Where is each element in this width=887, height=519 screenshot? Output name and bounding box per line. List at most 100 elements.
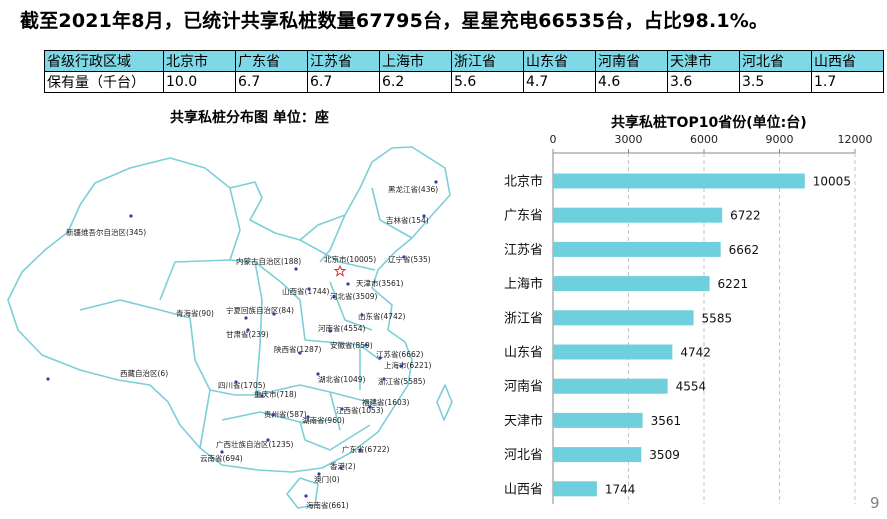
chart-bar xyxy=(553,378,668,394)
map-region-dot xyxy=(266,438,270,442)
chart-bar xyxy=(553,447,642,463)
table-header-cell: 北京市 xyxy=(163,50,236,72)
chart-bar xyxy=(553,310,694,326)
map-region-label: 内蒙古自治区(188) xyxy=(236,256,301,266)
map-title: 共享私桩分布图 单位：座 xyxy=(170,110,329,126)
chart-category-label: 河北省 xyxy=(504,448,543,463)
map-region-dot xyxy=(260,394,264,398)
table-header-cell: 上海市 xyxy=(379,50,452,72)
table-value-cell: 4.7 xyxy=(523,71,596,93)
capital-star-icon xyxy=(333,264,347,277)
map-region-label: 四川省(1705) xyxy=(218,380,266,390)
map-region-label: 青海省(90) xyxy=(176,308,214,318)
map-region-dot xyxy=(304,494,308,498)
map-region-label: 江苏省(6662) xyxy=(376,349,424,359)
chart-bar xyxy=(553,412,643,428)
map-region-dot xyxy=(434,180,438,184)
chart-tick-label: 6000 xyxy=(690,133,718,146)
table-value-cell: 10.0 xyxy=(163,71,236,93)
map-region-dot xyxy=(422,214,426,218)
chart-bar xyxy=(553,207,723,223)
map-region-label: 山东省(4742) xyxy=(358,311,406,321)
bar-chart: 0 3000 6000 9000 12000 北京市广东省江苏省上海市浙江省山东省河南省… xyxy=(504,133,873,504)
map-region-dot xyxy=(382,377,386,381)
map-region-dot xyxy=(378,356,382,360)
map-region-label: 吉林省(154) xyxy=(386,215,429,225)
table-header-cell: 山东省 xyxy=(523,50,596,72)
chart-value-label: 4742 xyxy=(680,346,711,360)
map-region-label: 安徽省(859) xyxy=(330,340,373,350)
map-region-dot xyxy=(316,372,320,376)
map-region-dot xyxy=(306,415,310,419)
map-region-label: 北京市(10005) xyxy=(324,254,376,264)
map-region-label: 河南省(4554) xyxy=(318,323,366,333)
map-borders xyxy=(7,146,453,509)
chart-bar xyxy=(553,344,673,360)
map-region-label: 上海市(6221) xyxy=(384,360,432,370)
map-region-label: 浙江省(5585) xyxy=(378,376,426,386)
chart-ticks: 0 3000 6000 9000 12000 xyxy=(550,133,873,153)
province-table: 省级行政区域 北京市 广东省 江苏省 上海市 浙江省 山东省 河南省 天津市 河… xyxy=(44,50,884,93)
table-value-cell: 6.7 xyxy=(235,71,308,93)
map-region-dot xyxy=(298,351,302,355)
table-value-cell: 6.2 xyxy=(379,71,452,93)
chart-bar xyxy=(553,241,721,257)
map-region-label: 陕西省(1287) xyxy=(274,344,322,354)
map-region-label: 江西省(1053) xyxy=(336,405,384,415)
chart-bar xyxy=(553,173,805,189)
map-region-label: 广西壮族自治区(1235) xyxy=(216,439,294,449)
map-region-label: 西藏自治区(6) xyxy=(120,368,168,378)
map-region-dot xyxy=(368,405,372,409)
table-header-cell: 河南省 xyxy=(595,50,668,72)
china-map: 黑龙江省(436) 吉林省(154) 辽宁省(535) 新疆维吾尔自治区(345) 内蒙… xyxy=(7,146,453,510)
map-region-dot xyxy=(317,472,321,476)
chart-value-label: 5585 xyxy=(702,311,733,325)
map-region-dot xyxy=(364,343,368,347)
map-region-label: 海南省(661) xyxy=(306,500,349,510)
map-region-dot xyxy=(234,380,238,384)
chart-category-label: 北京市 xyxy=(504,174,543,190)
page-number: 9 xyxy=(870,494,880,512)
chart-bar xyxy=(553,276,710,292)
table-value-cell: 1.7 xyxy=(811,71,884,93)
chart-value-label: 3509 xyxy=(649,448,680,462)
map-region-dot xyxy=(360,313,364,317)
map-region-dot xyxy=(346,282,350,286)
map-region-label: 河北省(3509) xyxy=(330,291,378,301)
map-region-dot xyxy=(244,316,248,320)
chart-category-label: 河南省 xyxy=(504,379,543,395)
chart-value-label: 6662 xyxy=(729,243,760,257)
map-region-label: 天津市(3561) xyxy=(356,278,404,288)
table-value-cell: 6.7 xyxy=(307,71,380,93)
map-region-label: 湖南省(960) xyxy=(302,415,345,425)
table-header-label: 省级行政区域 xyxy=(44,50,164,72)
map-region-label: 广东省(6722) xyxy=(342,444,390,454)
map-region-label: 贵州省(587) xyxy=(264,409,307,419)
map-region-dot xyxy=(246,328,250,332)
map-region-dot xyxy=(129,214,133,218)
chart-tick-label: 3000 xyxy=(615,133,643,146)
chart-bars xyxy=(553,173,805,497)
chart-value-label: 1744 xyxy=(605,482,636,496)
table-header-cell: 山西省 xyxy=(811,50,884,72)
map-region-label: 湖北省(1049) xyxy=(318,374,366,384)
table-header-cell: 广东省 xyxy=(235,50,308,72)
table-header-cell: 天津市 xyxy=(667,50,740,72)
chart-category-label: 山西省 xyxy=(504,482,543,497)
map-region-label: 黑龙江省(436) xyxy=(388,184,438,194)
map-region-dot xyxy=(307,287,311,291)
map-region-dot xyxy=(399,364,403,368)
chart-value-labels: 10005 6722 6662 6221 5585 4742 4554 3561 3509 174… xyxy=(605,175,851,497)
table-header-row: 省级行政区域 北京市 广东省 江苏省 上海市 浙江省 山东省 河南省 天津市 河… xyxy=(44,50,884,72)
chart-category-label: 江苏省 xyxy=(504,242,543,258)
map-region-label: 辽宁省(535) xyxy=(388,254,431,264)
map-region-dot xyxy=(328,329,332,333)
map-region-label: 新疆维吾尔自治区(345) xyxy=(66,227,146,237)
table-value-row: 保有量（千台） 10.0 6.7 6.7 6.2 5.6 4.7 4.6 3.6… xyxy=(44,71,884,93)
chart-category-label: 广东省 xyxy=(504,209,543,224)
map-region-dot xyxy=(294,267,298,271)
chart-tick-label: 0 xyxy=(550,133,557,146)
table-value-cell: 4.6 xyxy=(595,71,668,93)
chart-value-label: 6722 xyxy=(730,209,761,223)
